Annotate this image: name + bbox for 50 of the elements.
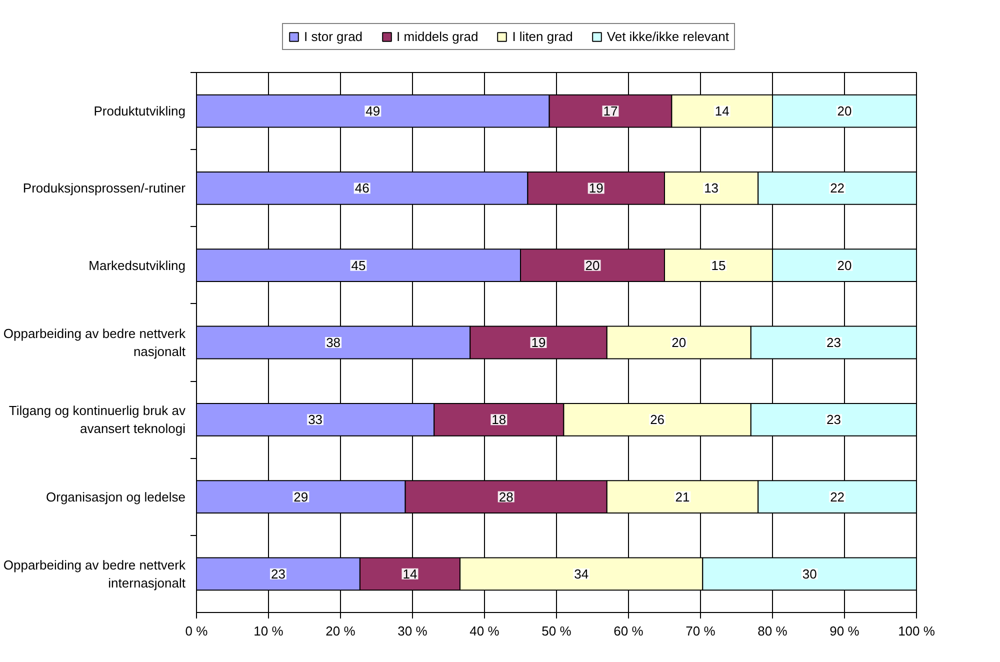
data-label: 18 (492, 412, 506, 428)
data-label: 26 (650, 412, 665, 428)
x-tick-label: 80 % (758, 624, 788, 638)
x-tick-label: 10 % (254, 624, 284, 638)
x-tick-label: 40 % (470, 624, 500, 638)
x-tick-label: 90 % (830, 624, 860, 638)
y-tick-label: Tilgang og kontinuerlig bruk av avansert teknologi (8, 403, 186, 436)
data-label: 33 (308, 412, 323, 428)
data-label: 20 (672, 335, 686, 350)
x-tick-label: 30 % (398, 624, 428, 638)
data-label: 38 (326, 335, 341, 350)
data-label: 20 (837, 258, 852, 273)
data-label: 30 (802, 566, 817, 582)
legend-label: I middels grad (396, 29, 478, 44)
legend-label: I liten grad (512, 29, 573, 44)
data-label: 28 (498, 489, 514, 504)
data-label: 14 (714, 104, 730, 119)
data-label: 23 (826, 412, 841, 428)
data-label: 23 (826, 335, 841, 350)
data-label: 14 (402, 566, 418, 582)
x-tick-label: 50 % (542, 624, 572, 638)
data-label: 19 (588, 180, 604, 196)
data-label: 23 (270, 566, 286, 582)
x-tick-label: 20 % (326, 624, 356, 638)
data-label: 22 (830, 180, 845, 196)
data-label: 45 (351, 258, 366, 273)
y-tick-label: Organisasjon og ledelse (46, 489, 186, 504)
y-tick-label: Markedsutvikling (88, 258, 186, 273)
data-label: 49 (366, 104, 380, 119)
y-tick-label: Produktutvikling (94, 104, 186, 119)
data-label: 15 (711, 258, 726, 273)
x-tick-label: 0 % (185, 624, 208, 638)
data-label: 13 (704, 180, 719, 196)
x-tick-label: 60 % (614, 624, 644, 638)
y-tick-label: Produksjonsprossen/-rutiner (22, 180, 186, 196)
data-label: 17 (603, 104, 618, 119)
data-label: 19 (531, 335, 546, 350)
data-label: 20 (585, 258, 600, 273)
data-label: 22 (830, 489, 845, 504)
data-label: 20 (837, 104, 852, 119)
data-label: 29 (294, 489, 308, 504)
data-label: 34 (574, 566, 589, 582)
legend-label: Vet ikke/ikke relevant (606, 29, 730, 44)
data-label: 46 (354, 180, 370, 196)
y-tick-label: Opparbeiding av bedre nettverk nasjonalt (3, 326, 186, 359)
x-tick-label: 70 % (686, 624, 716, 638)
x-tick-label: 100 % (898, 624, 936, 638)
legend-label: I stor grad (304, 29, 363, 44)
data-label: 21 (675, 489, 690, 504)
y-tick-label: Opparbeiding av bedre nettverk internasjonalt (3, 557, 186, 590)
